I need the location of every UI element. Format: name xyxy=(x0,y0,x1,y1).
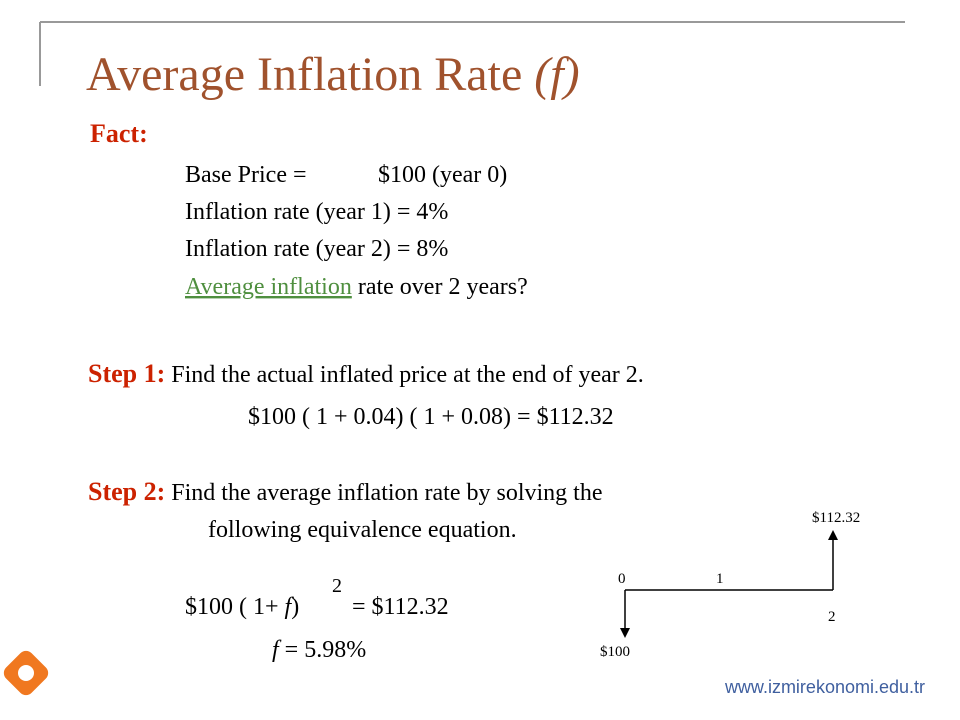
title-text: Average Inflation Rate xyxy=(86,48,522,101)
step-text: following equivalence equation. xyxy=(208,517,517,543)
arrow-head xyxy=(620,628,630,638)
inflow-label: $112.32 xyxy=(812,510,860,526)
cash-flow-diagram xyxy=(624,536,834,632)
time-label: 0 xyxy=(618,571,626,587)
fact-line: Inflation rate (year 1) = 4% xyxy=(185,199,448,225)
step-text: Find the actual inflated price at the en… xyxy=(171,362,643,388)
fact-question: Average inflation rate over 2 years? xyxy=(185,274,528,300)
base-label: Base Price = xyxy=(185,162,307,188)
fact-line: Inflation rate (year 2) = 8% xyxy=(185,236,448,262)
footer: www.izmirekonomi.edu.tr xyxy=(724,677,925,697)
eq-part: ) xyxy=(291,594,299,620)
link-text: Average inflation xyxy=(185,274,352,300)
title-var: (f) xyxy=(534,48,579,101)
exponent: 2 xyxy=(332,575,342,597)
logo xyxy=(3,650,49,696)
logo-dot xyxy=(18,665,34,681)
eq-var: f xyxy=(285,594,295,620)
step1-line: Step 1: Find the actual inflated price a… xyxy=(88,359,644,388)
result-text: = 5.98% xyxy=(279,637,367,663)
step-label: Step 2: xyxy=(88,477,165,506)
fact-heading: Fact: xyxy=(90,119,148,148)
result-var: f xyxy=(272,637,282,663)
eq-part: = $112.32 xyxy=(352,594,449,620)
base-value: $100 (year 0) xyxy=(378,162,507,188)
question-text: rate over 2 years? xyxy=(352,274,528,300)
outflow-label: $100 xyxy=(600,644,630,660)
step-label: Step 1: xyxy=(88,359,165,388)
step-text: Find the average inflation rate by solvi… xyxy=(171,480,602,506)
time-label: 2 xyxy=(828,609,836,625)
eq-part: $100 ( 1+ xyxy=(185,594,285,620)
equation: $100 ( 1+ f) xyxy=(185,594,299,620)
equation: $100 ( 1 + 0.04) ( 1 + 0.08) = $112.32 xyxy=(248,404,614,430)
arrow-head xyxy=(828,530,838,540)
time-label: 1 xyxy=(716,571,724,587)
title: Average Inflation Rate (f) xyxy=(86,48,580,101)
result: f = 5.98% xyxy=(272,637,366,663)
step2-line: Step 2: Find the average inflation rate … xyxy=(88,477,603,506)
